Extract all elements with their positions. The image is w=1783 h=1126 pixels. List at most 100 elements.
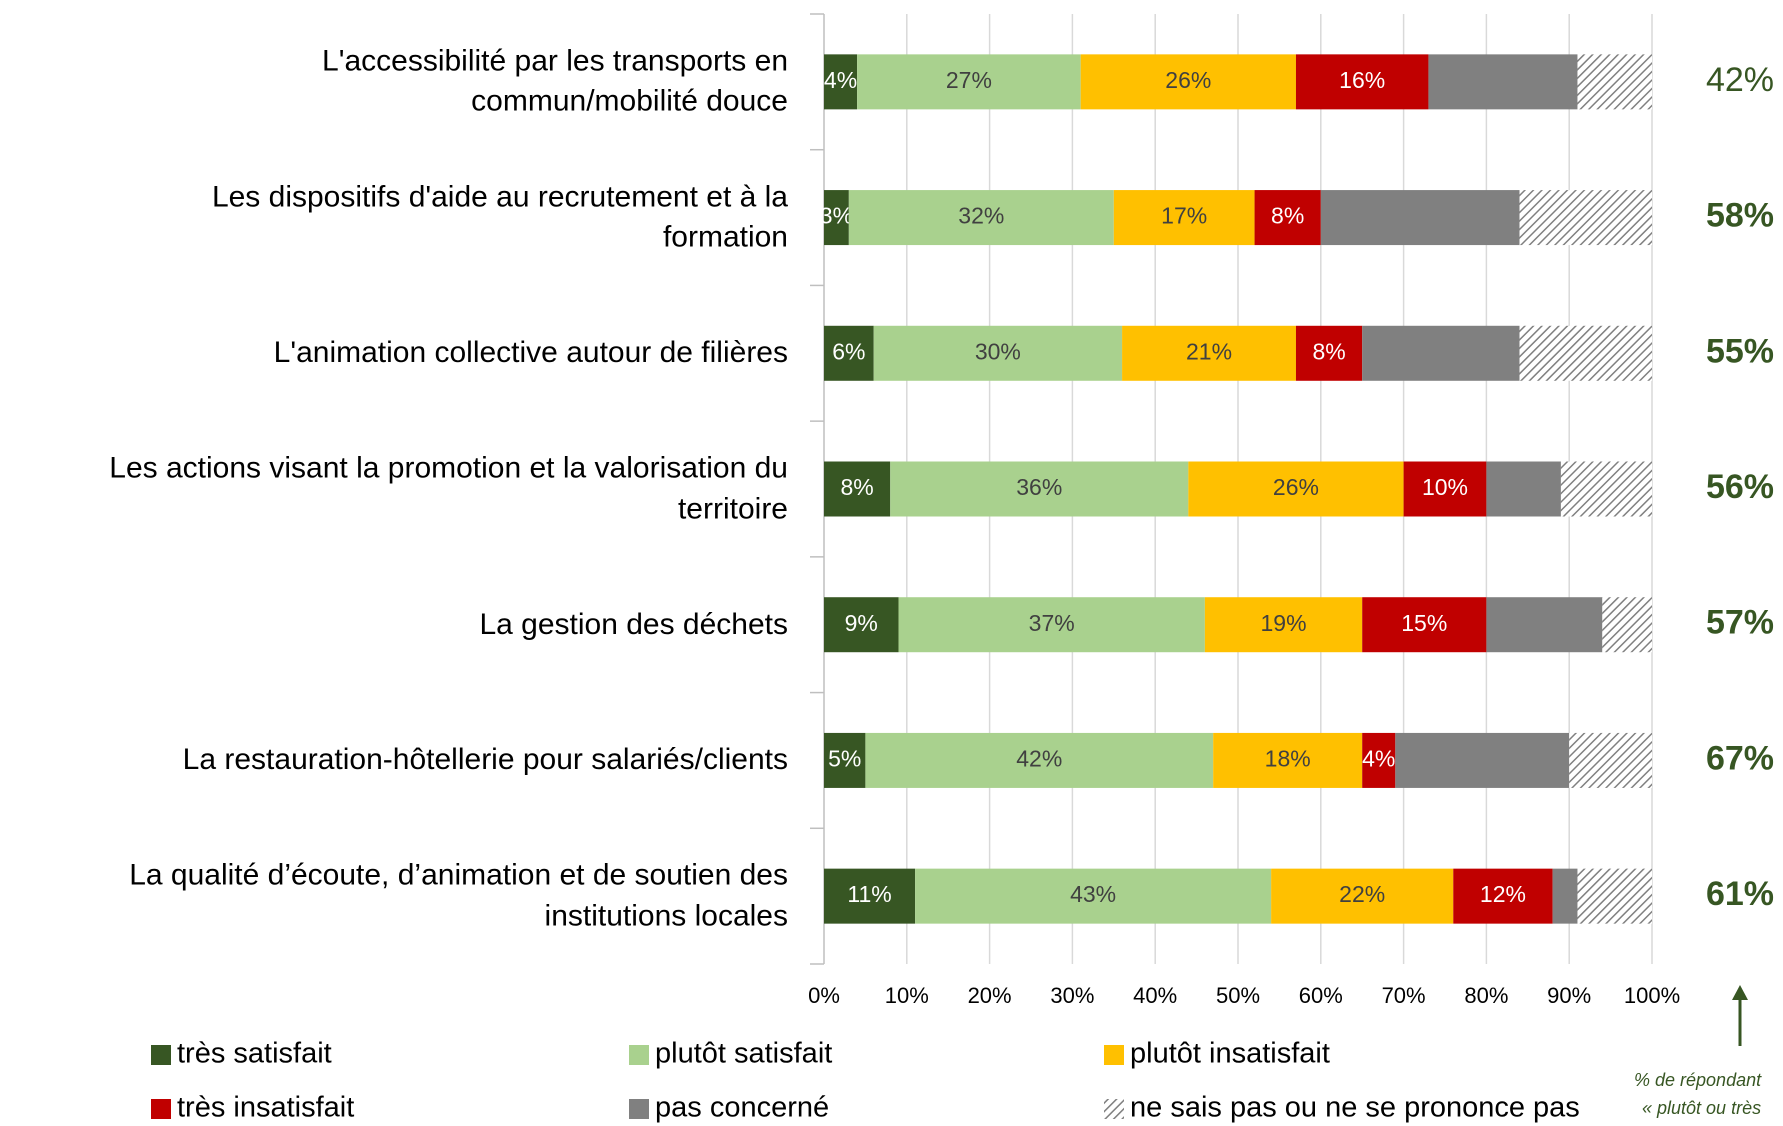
- bar-segment: [1560, 461, 1652, 517]
- x-tick-label: 80%: [1464, 983, 1508, 1008]
- bar-segment: [1295, 325, 1363, 381]
- legend-label: plutôt satisfait: [655, 1038, 832, 1070]
- legend-label: très satisfait: [177, 1038, 332, 1070]
- data-label: 8%: [1271, 203, 1304, 229]
- category-label: Les actions visant la promotion et la va…: [109, 451, 788, 526]
- x-tick-label: 40%: [1133, 983, 1177, 1008]
- data-label: 10%: [1422, 474, 1468, 500]
- bar-segment: [1453, 868, 1553, 924]
- bar-segment: [873, 325, 1123, 381]
- bar-segment: [1362, 325, 1520, 381]
- legend-label: ne sais pas ou ne se prononce pas: [1130, 1092, 1580, 1124]
- category-label: L'animation collective autour de filière…: [273, 336, 788, 370]
- data-label: 9%: [845, 610, 878, 636]
- data-label: 6%: [832, 338, 865, 364]
- data-label: 8%: [840, 474, 873, 500]
- x-tick-label: 60%: [1299, 983, 1343, 1008]
- category-label: La gestion des déchets: [479, 607, 788, 641]
- data-label: 21%: [1186, 338, 1232, 364]
- bar-segment: [1080, 54, 1296, 110]
- data-label: 18%: [1265, 746, 1311, 772]
- data-label: 37%: [1029, 610, 1075, 636]
- data-label: 42%: [1016, 746, 1062, 772]
- bar-segment: [865, 732, 1214, 788]
- data-label: 26%: [1273, 474, 1319, 500]
- data-label: 43%: [1070, 881, 1116, 907]
- x-tick-label: 0%: [808, 983, 840, 1008]
- category-label: La qualité d’écoute, d’animation et de s…: [129, 858, 788, 933]
- bar-segment: [848, 190, 1114, 246]
- category-label: L'accessibilité par les transports en co…: [322, 44, 788, 118]
- x-tick-label: 30%: [1050, 983, 1094, 1008]
- legend-label: pas concerné: [655, 1092, 829, 1124]
- legend-label: très insatisfait: [177, 1092, 354, 1124]
- legend-label: plutôt insatisfait: [1130, 1038, 1330, 1070]
- data-label: 4%: [1362, 746, 1395, 772]
- right-label: 56%: [1706, 468, 1774, 506]
- bar-segment: [1113, 190, 1255, 246]
- right-label: 61%: [1706, 875, 1774, 913]
- right-label: 58%: [1706, 197, 1774, 235]
- data-label: 15%: [1401, 610, 1447, 636]
- bar-segment: [1395, 732, 1570, 788]
- bar-segment: [1204, 597, 1363, 653]
- bar-segment: [824, 732, 866, 788]
- x-tick-label: 90%: [1547, 983, 1591, 1008]
- bar-segment: [1519, 325, 1652, 381]
- data-label: 22%: [1339, 881, 1385, 907]
- data-label: 26%: [1165, 67, 1211, 93]
- bar-segment: [1362, 732, 1396, 788]
- category-label: Les dispositifs d'aide au recrutement et…: [211, 180, 788, 254]
- bar-segment: [1213, 732, 1363, 788]
- bar-segment: [824, 190, 849, 246]
- annotation: % de répondant: [1634, 1070, 1762, 1090]
- legend-swatch: [151, 1045, 171, 1065]
- bar-segment: [824, 597, 899, 653]
- x-tick-label: 20%: [968, 983, 1012, 1008]
- bar-segment: [824, 54, 858, 110]
- bar-segment: [1295, 54, 1429, 110]
- bar-segment: [1188, 461, 1404, 517]
- data-label: 19%: [1261, 610, 1307, 636]
- bar-segment: [824, 461, 891, 517]
- bar-segment: [1254, 190, 1321, 246]
- bar-segment: [1428, 54, 1578, 110]
- right-label: 67%: [1706, 739, 1774, 777]
- bar-segment: [824, 325, 874, 381]
- bar-segment: [1519, 190, 1652, 246]
- data-label: 11%: [847, 881, 891, 907]
- data-label: 27%: [946, 67, 992, 93]
- bar-segment: [824, 868, 916, 924]
- data-label: 5%: [828, 746, 861, 772]
- data-label: 32%: [958, 203, 1004, 229]
- bar-segment: [915, 868, 1272, 924]
- bar-segment: [857, 54, 1081, 110]
- bar-segment: [1362, 597, 1487, 653]
- data-label: 30%: [975, 338, 1021, 364]
- category-label: La restauration-hôtellerie pour salariés…: [182, 743, 788, 777]
- annotation: « plutôt ou très: [1642, 1098, 1761, 1118]
- bar-segment: [1486, 597, 1603, 653]
- data-label: 36%: [1016, 474, 1062, 500]
- legend-swatch: [1104, 1045, 1124, 1065]
- legend-swatch: [151, 1099, 171, 1119]
- bar-segment: [890, 461, 1189, 517]
- bar-segment: [1271, 868, 1454, 924]
- arrow-head: [1732, 985, 1748, 1000]
- data-label: 16%: [1339, 67, 1385, 93]
- legend-swatch: [629, 1045, 649, 1065]
- bar-segment: [1569, 732, 1652, 788]
- bar-segment: [1486, 461, 1561, 517]
- data-label: 3%: [820, 203, 853, 229]
- x-tick-label: 10%: [885, 983, 929, 1008]
- legend-swatch: [629, 1099, 649, 1119]
- bar-segment: [1320, 190, 1520, 246]
- x-tick-label: 50%: [1216, 983, 1260, 1008]
- bar-segment: [1403, 461, 1487, 517]
- data-label: 12%: [1480, 881, 1526, 907]
- data-label: 4%: [824, 67, 857, 93]
- x-tick-label: 100%: [1624, 983, 1680, 1008]
- legend-swatch: [1104, 1099, 1124, 1119]
